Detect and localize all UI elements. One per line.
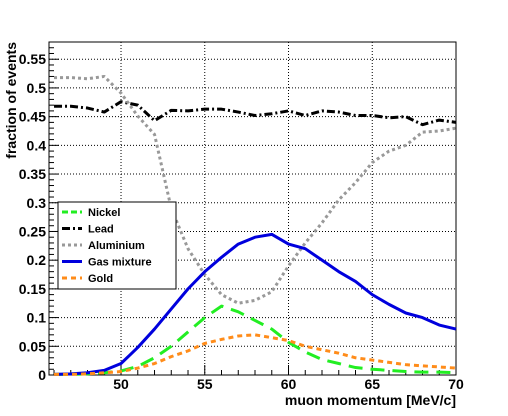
x-tick-label: 65: [364, 376, 380, 392]
series-group: [53, 74, 457, 376]
y-tick-label: 0.05: [19, 338, 46, 354]
y-tick-label: 0.2: [27, 252, 47, 268]
series-line-lead: [54, 100, 457, 127]
x-tick-label: 70: [448, 376, 464, 392]
y-axis-title: fraction of events: [3, 42, 19, 159]
y-tick-label: 0.45: [19, 109, 46, 125]
x-axis-title: muon momentum [MeV/c]: [285, 392, 456, 408]
y-tick-label: 0.5: [27, 80, 47, 96]
series-line-gas-mixture: [53, 232, 457, 376]
y-tick-label: 0.15: [19, 281, 46, 297]
series-line-gold: [54, 333, 457, 376]
legend-label: Gold: [88, 273, 113, 285]
legend-label: Aluminium: [88, 240, 145, 252]
series-line-aluminium: [54, 74, 457, 305]
series-line-nickel: [54, 304, 457, 376]
y-tick-label: 0: [38, 367, 46, 383]
legend-box: [57, 201, 177, 290]
legend-label: Gas mixture: [88, 257, 152, 269]
y-tick-label: 0.4: [27, 137, 47, 153]
y-tick-label: 0.25: [19, 223, 46, 239]
y-tick-label: 0.3: [27, 195, 47, 211]
x-tick-label: 55: [197, 376, 213, 392]
x-tick-label: 50: [113, 376, 129, 392]
y-tick-label: 0.55: [19, 51, 46, 67]
x-tick-label: 60: [281, 376, 297, 392]
y-tick-label: 0.35: [19, 166, 46, 182]
axis-ticks: 50 55 60 65 70 0 0.05 0.1 0.15 0.2 0.25 0.3 0.35 0.4 0…: [19, 47, 464, 392]
legend-label: Nickel: [88, 207, 120, 219]
legend-label: Lead: [88, 224, 114, 236]
y-tick-label: 0.1: [27, 310, 47, 326]
legend: Nickel Lead Aluminium Gas mixture Gold: [57, 201, 177, 290]
grid: [49, 42, 456, 375]
